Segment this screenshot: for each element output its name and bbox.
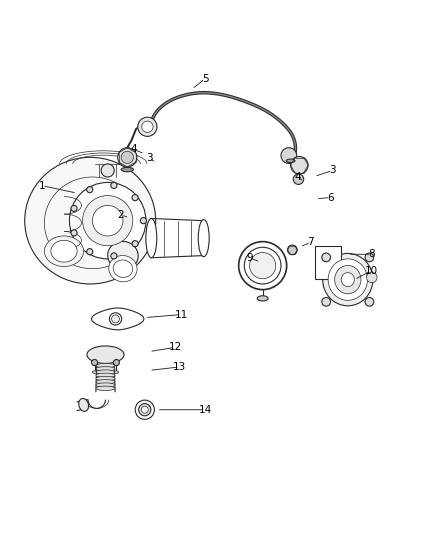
Text: 10: 10 (364, 266, 378, 276)
Circle shape (288, 245, 297, 255)
Circle shape (101, 164, 114, 177)
Text: 1: 1 (39, 181, 46, 191)
Ellipse shape (198, 220, 209, 257)
Circle shape (367, 272, 377, 282)
Circle shape (244, 247, 281, 284)
Circle shape (121, 151, 134, 164)
FancyBboxPatch shape (315, 246, 341, 279)
Circle shape (365, 297, 374, 306)
Circle shape (135, 400, 154, 419)
Ellipse shape (335, 265, 361, 294)
Ellipse shape (70, 182, 146, 259)
Polygon shape (92, 308, 144, 330)
Text: 14: 14 (198, 405, 212, 415)
Ellipse shape (257, 296, 268, 301)
Circle shape (290, 157, 308, 174)
Ellipse shape (146, 219, 157, 258)
Circle shape (141, 406, 148, 413)
Ellipse shape (79, 399, 88, 411)
Circle shape (113, 359, 120, 366)
Circle shape (118, 148, 137, 167)
Ellipse shape (44, 236, 84, 266)
Circle shape (322, 253, 331, 262)
Text: 8: 8 (368, 249, 375, 259)
Ellipse shape (328, 259, 367, 300)
Circle shape (132, 195, 138, 201)
Ellipse shape (51, 240, 77, 262)
Circle shape (92, 359, 98, 366)
Ellipse shape (121, 167, 134, 172)
Ellipse shape (92, 205, 123, 236)
Circle shape (281, 148, 297, 164)
Circle shape (141, 217, 147, 224)
Circle shape (365, 253, 374, 262)
Ellipse shape (108, 241, 138, 270)
Circle shape (110, 313, 122, 325)
Circle shape (139, 403, 151, 416)
Ellipse shape (114, 371, 119, 374)
Ellipse shape (96, 376, 115, 381)
Ellipse shape (44, 177, 141, 269)
Ellipse shape (25, 157, 155, 284)
Text: 4: 4 (131, 144, 137, 155)
Circle shape (322, 297, 331, 306)
Circle shape (111, 253, 117, 259)
Circle shape (250, 253, 276, 279)
Circle shape (112, 315, 120, 323)
Circle shape (87, 248, 93, 255)
Text: 5: 5 (202, 74, 208, 84)
Text: 7: 7 (307, 238, 314, 247)
Ellipse shape (87, 346, 124, 364)
Circle shape (87, 187, 93, 193)
Ellipse shape (113, 260, 133, 278)
Ellipse shape (286, 159, 295, 163)
Circle shape (142, 121, 153, 133)
Ellipse shape (92, 371, 97, 374)
Text: 9: 9 (246, 253, 253, 263)
Ellipse shape (96, 379, 115, 384)
Circle shape (71, 230, 77, 236)
Circle shape (239, 241, 287, 289)
Text: 3: 3 (329, 165, 336, 175)
Text: 13: 13 (173, 362, 186, 372)
Text: 6: 6 (327, 192, 334, 203)
Ellipse shape (323, 253, 373, 306)
Ellipse shape (109, 255, 137, 282)
Circle shape (132, 240, 138, 247)
Ellipse shape (96, 386, 115, 391)
Circle shape (111, 182, 117, 189)
Text: 2: 2 (117, 210, 124, 220)
Text: 3: 3 (146, 153, 152, 163)
Text: 12: 12 (169, 342, 182, 352)
Ellipse shape (96, 373, 115, 377)
Ellipse shape (96, 364, 115, 368)
Circle shape (293, 174, 304, 184)
Ellipse shape (96, 367, 115, 371)
Ellipse shape (96, 370, 115, 374)
Ellipse shape (96, 383, 115, 387)
Ellipse shape (341, 272, 354, 287)
Circle shape (138, 117, 157, 136)
Ellipse shape (82, 196, 133, 246)
Text: 4: 4 (294, 172, 301, 182)
Circle shape (71, 205, 77, 212)
Text: 11: 11 (175, 310, 188, 319)
